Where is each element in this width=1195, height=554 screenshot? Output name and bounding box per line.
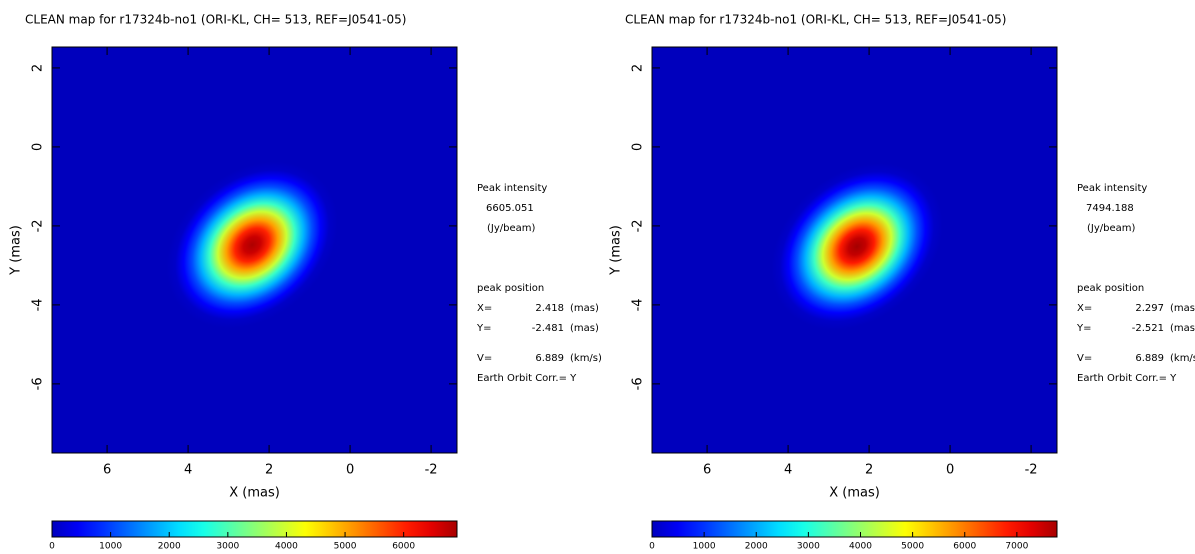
x-axis-label: X (mas) [829, 486, 880, 501]
y-value: -2.481 [532, 323, 564, 334]
v-value: 6.889 [1135, 353, 1164, 364]
colorbar-tick-label: 1000 [99, 542, 122, 551]
x-tick-label: -2 [425, 463, 438, 478]
y-tick-label: 2 [31, 64, 46, 72]
y-axis-label: Y (mas) [9, 225, 24, 276]
x-tick-label: 2 [265, 463, 273, 478]
v-unit: (km/s) [570, 353, 602, 364]
y-tick-label: -2 [631, 219, 646, 232]
colorbar-tick-label: 0 [649, 542, 655, 551]
note: Earth Orbit Corr.= Y [1077, 373, 1177, 384]
v-label: V= [477, 353, 492, 364]
y-label: Y= [1076, 323, 1092, 334]
position-label: peak position [477, 283, 544, 294]
peak-unit: (Jy/beam) [487, 223, 536, 234]
chart-title: CLEAN map for r17324b-no1 (ORI-KL, CH= 5… [625, 13, 1006, 27]
peak-value: 7494.188 [1086, 203, 1134, 214]
colorbar-tick-label: 3000 [216, 542, 239, 551]
v-value: 6.889 [535, 353, 564, 364]
colorbar [52, 521, 457, 537]
note: Earth Orbit Corr.= Y [477, 373, 577, 384]
peak-label: Peak intensity [477, 183, 547, 194]
colorbar-tick-label: 5000 [334, 542, 357, 551]
colorbar-tick-label: 6000 [392, 542, 415, 551]
x-tick-label: 0 [946, 463, 954, 478]
x-axis-label: X (mas) [229, 486, 280, 501]
y-unit: (mas) [1170, 323, 1195, 334]
y-tick-label: -6 [31, 377, 46, 390]
colorbar-tick-label: 5000 [901, 542, 924, 551]
y-tick-label: -4 [31, 298, 46, 311]
x-label: X= [477, 303, 492, 314]
x-unit: (mas) [570, 303, 599, 314]
y-tick-label: -2 [31, 219, 46, 232]
colorbar-tick-label: 0 [49, 542, 55, 551]
y-tick-label: 0 [631, 143, 646, 151]
x-unit: (mas) [1170, 303, 1195, 314]
y-tick-label: 2 [631, 64, 646, 72]
colorbar-tick-label: 6000 [953, 542, 976, 551]
colorbar-tick-label: 2000 [158, 542, 181, 551]
x-value: 2.297 [1135, 303, 1164, 314]
x-tick-label: -2 [1025, 463, 1038, 478]
y-value: -2.521 [1132, 323, 1164, 334]
y-tick-label: -6 [631, 377, 646, 390]
x-tick-label: 4 [784, 463, 792, 478]
chart-title: CLEAN map for r17324b-no1 (ORI-KL, CH= 5… [25, 13, 406, 27]
y-unit: (mas) [570, 323, 599, 334]
v-label: V= [1077, 353, 1092, 364]
x-tick-label: 4 [184, 463, 192, 478]
x-tick-label: 6 [703, 463, 711, 478]
x-tick-label: 2 [865, 463, 873, 478]
colorbar [652, 521, 1057, 537]
y-axis-label: Y (mas) [609, 225, 624, 276]
peak-value: 6605.051 [486, 203, 534, 214]
peak-label: Peak intensity [1077, 183, 1147, 194]
colorbar-tick-label: 4000 [849, 542, 872, 551]
x-label: X= [1077, 303, 1092, 314]
y-label: Y= [476, 323, 492, 334]
y-tick-label: -4 [631, 298, 646, 311]
colorbar-tick-label: 2000 [745, 542, 768, 551]
x-value: 2.418 [535, 303, 564, 314]
colorbar-tick-label: 1000 [693, 542, 716, 551]
x-tick-label: 0 [346, 463, 354, 478]
x-tick-label: 6 [103, 463, 111, 478]
colorbar-tick-label: 4000 [275, 542, 298, 551]
colorbar-tick-label: 7000 [1005, 542, 1028, 551]
y-tick-label: 0 [31, 143, 46, 151]
v-unit: (km/s) [1170, 353, 1195, 364]
position-label: peak position [1077, 283, 1144, 294]
page: CLEAN map for r17324b-no1 (ORI-KL, CH= 5… [0, 0, 1195, 550]
colorbar-tick-label: 3000 [797, 542, 820, 551]
peak-unit: (Jy/beam) [1087, 223, 1136, 234]
